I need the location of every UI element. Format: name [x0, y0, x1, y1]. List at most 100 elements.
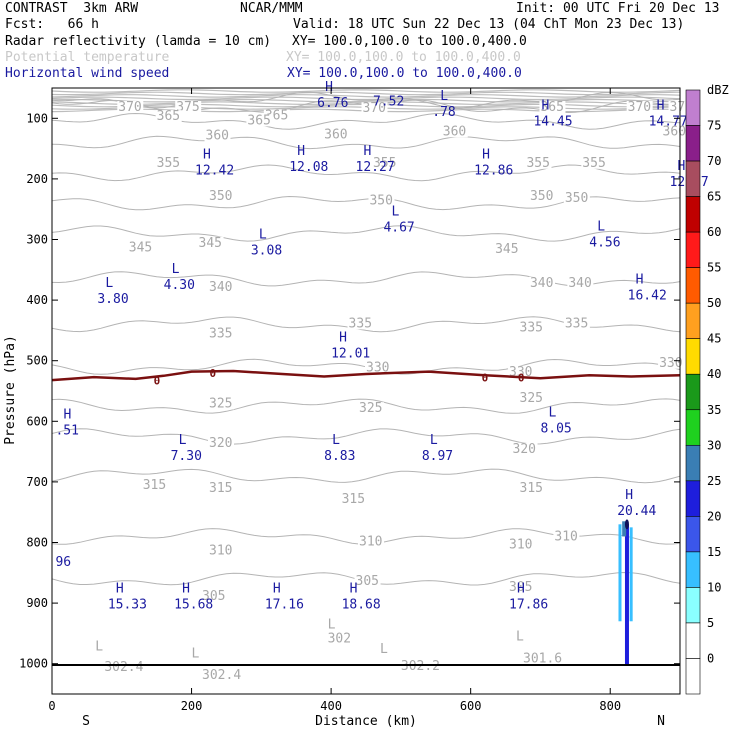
theta-contour-320 [51, 428, 681, 445]
wind-extremum-value: 12.08 [289, 160, 328, 175]
colorbar-swatch [685, 516, 701, 553]
field-wind-xy: XY= 100.0,100.0 to 100.0,400.0 [287, 66, 522, 81]
theta-contour-345 [51, 225, 681, 242]
theta-label: 315 [520, 481, 543, 496]
colorbar-level-label: 55 [707, 261, 721, 275]
theta-contour-355 [51, 164, 681, 182]
theta-label-bg [326, 632, 353, 645]
theta-label-bg [525, 156, 552, 169]
theta-label: 350 [565, 191, 588, 206]
theta-label: 360 [324, 127, 347, 142]
theta-label-bg [208, 281, 234, 294]
y-tick-label: 200 [26, 172, 48, 186]
model-title: CONTRAST 3km ARW [5, 1, 139, 16]
colorbar-level-label: 25 [707, 474, 721, 488]
colorbar-swatch [685, 373, 701, 411]
theta-label-bg [204, 129, 231, 142]
reflectivity-core [624, 519, 629, 530]
theta-label-bg [354, 574, 381, 587]
theta-label-bg [208, 544, 234, 557]
wind-extremum-value: 12.27 [356, 160, 395, 175]
colorbar-swatch [685, 196, 701, 233]
theta-label: 370 [628, 100, 651, 115]
x-axis-label: Distance (km) [315, 714, 417, 729]
colorbar-level-label: 10 [707, 580, 721, 594]
theta-label-bg [208, 327, 234, 340]
wind-extremum-value: 12.42 [195, 163, 234, 178]
wind-extremum-type: H [364, 144, 372, 159]
theta-label: 315 [209, 481, 232, 496]
theta-label: 320 [209, 436, 232, 451]
theta-label-bg [508, 365, 535, 378]
colorbar-level-label: 45 [707, 332, 721, 346]
theta-label: 305 [509, 580, 532, 595]
reflectivity-cells [618, 519, 633, 666]
wind-extremum-value: 12.01 [331, 346, 370, 361]
theta-label-bg [246, 114, 273, 127]
theta-label-bg [365, 361, 391, 374]
theta-label-bg [201, 668, 244, 681]
theta-label-bg [208, 436, 234, 449]
zero-degc-line: 0 0 0 0 [51, 367, 681, 388]
zero-degc-label: 0 [518, 372, 525, 385]
wind-extremum-type: L [179, 433, 187, 448]
theta-label: 330 [659, 356, 682, 371]
wind-extremum-value: 14.77 [649, 114, 688, 129]
wind-extremum-type: L [548, 406, 556, 421]
valid-time: Valid: 18 UTC Sun 22 Dec 13 (04 ChT Mon … [293, 17, 685, 32]
colorbar-level-label: 5 [707, 616, 714, 630]
reflectivity-cell [629, 527, 633, 622]
zero-degc-label: 0 [482, 372, 489, 385]
theta-label: 355 [526, 156, 549, 171]
colorbar-swatch [685, 267, 701, 304]
theta-label: 355 [373, 156, 396, 171]
wind-extremum-type: H [339, 330, 347, 345]
colorbar-level-label: 60 [707, 225, 721, 239]
theta-label: 365 [247, 113, 270, 128]
wind-extremum-value: 18.68 [342, 597, 381, 612]
wind-extremum-value: .51 [55, 423, 78, 438]
theta-label: 340 [209, 280, 232, 295]
zero-degc-label: 0 [154, 375, 161, 388]
theta-label-bg [340, 493, 367, 506]
theta-contour-360 [51, 135, 681, 150]
wind-extremum-type: H [297, 144, 305, 159]
x-tick-label: 0 [48, 699, 55, 713]
x-end-label-right: N [657, 714, 665, 729]
y-tick-label: 1000 [19, 657, 48, 671]
theta-label: 355 [582, 156, 605, 171]
colorbar-swatch [685, 338, 701, 375]
wind-extremum-value: 14.45 [533, 114, 572, 129]
theta-label-bg [155, 156, 182, 169]
wind-extremum-type: L [332, 433, 340, 448]
wind-extremum-type: L [440, 89, 448, 104]
wind-extremum-value: 4.67 [383, 220, 414, 235]
theta-label: L [192, 647, 200, 662]
theta-label: 370 [363, 101, 386, 116]
theta-label: 335 [520, 321, 543, 336]
colorbar: dBZ 0 5 10 15 20 25 30 35 40 45 50 55 60 65 70 75 [685, 83, 729, 695]
theta-label: 315 [143, 478, 166, 493]
wind-extremum-type: H [657, 98, 665, 113]
theta-label-bg [190, 647, 201, 660]
colorbar-swatch [685, 444, 701, 482]
theta-label-bg [441, 125, 468, 138]
reflectivity-cell [624, 524, 629, 666]
theta-contour-325 [51, 398, 681, 414]
y-tick-label: 600 [26, 414, 48, 428]
theta-label: 365 [157, 109, 180, 124]
y-tick-label: 500 [26, 354, 48, 368]
wind-extremum-type: H [517, 581, 525, 596]
wind-extremum-type: H [182, 581, 190, 596]
wind-extremum-value: 7.52 [373, 94, 404, 109]
theta-label-bg [626, 101, 653, 114]
theta-label-bg [508, 580, 535, 593]
wind-extremum-type: H [203, 147, 211, 162]
zero-degc-contour [51, 369, 681, 382]
theta-label: 335 [565, 316, 588, 331]
colorbar-swatch [685, 89, 701, 126]
theta-label: L [95, 639, 103, 654]
colorbar-swatch [685, 622, 701, 659]
theta-label-bg [127, 241, 154, 254]
